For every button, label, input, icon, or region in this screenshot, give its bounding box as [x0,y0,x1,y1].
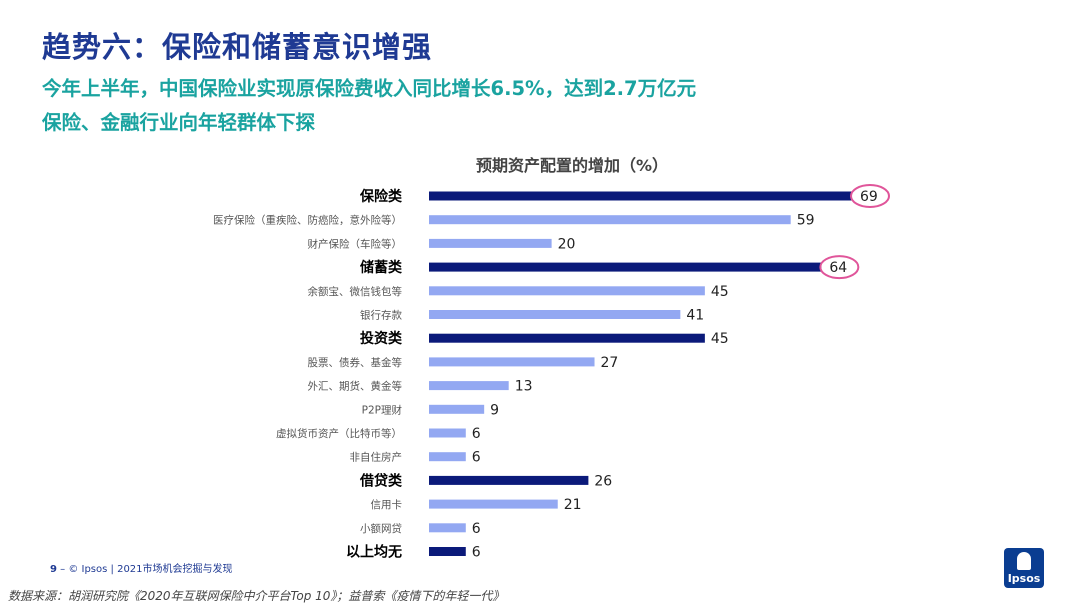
ipsos-logo-mark-icon [1017,552,1031,570]
value-label: 6 [472,545,481,561]
category-label: 余额宝、微信钱包等 [308,285,403,298]
category-label: 信用卡 [371,498,403,511]
category-label: 医疗保险（重疾险、防癌险，意外险等） [213,214,402,227]
value-label: 27 [601,355,619,371]
value-label: 21 [564,497,582,513]
ipsos-logo-text: Ipsos [1007,572,1041,585]
value-label: 6 [472,450,481,466]
value-label: 13 [515,379,533,395]
highlight-circle [850,184,890,208]
bar [429,499,558,509]
value-label: 59 [797,213,815,229]
bar [429,523,466,533]
category-label: 外汇、期货、黄金等 [308,380,403,393]
bar [429,238,552,248]
footer-text: – © Ipsos | 2021市场机会挖掘与发现 [60,564,233,575]
bar [429,428,466,438]
highlight-circle [819,255,860,280]
value-label: 69 [860,189,878,205]
category-label: 虚拟货币资产（比特币等） [276,427,402,440]
ipsos-logo: Ipsos [1004,548,1044,588]
category-label: 小额网贷 [360,522,402,535]
subtitle-line-2: 保险、金融行业向年轻群体下探 [42,111,316,134]
data-source-note: 数据来源：胡润研究院《2020年互联网保险中介平台Top 10》；益普索《疫情下… [8,589,505,603]
category-label: 储蓄类 [359,259,403,276]
bar [429,404,485,414]
value-label: 26 [594,473,612,489]
page-footer: 9 – © Ipsos | 2021市场机会挖掘与发现 [50,560,233,575]
page-number: 9 [50,564,57,575]
category-label: 非自住房产 [350,451,403,464]
page-title: 趋势六：保险和储蓄意识增强 [42,30,433,64]
value-label: 45 [711,284,729,300]
bar [429,333,705,343]
bar [429,310,681,319]
bar [429,381,509,391]
bar [429,547,466,556]
bar [429,357,595,367]
value-label: 64 [829,260,847,276]
bar [429,475,589,485]
category-label: 投资类 [360,330,403,347]
category-label: 银行存款 [360,309,402,322]
bar [429,191,852,201]
chart-title: 预期资产配置的增加（%） [476,156,668,175]
value-label: 9 [490,402,499,418]
subtitle-line-1: 今年上半年，中国保险业实现原保险费收入同比增长6.5%，达到2.7万亿元 [42,77,697,100]
value-label: 41 [686,308,704,324]
bar [429,215,791,225]
bar [429,286,705,296]
bar [429,262,822,272]
category-label: P2P理财 [362,403,402,416]
value-label: 20 [558,236,576,252]
category-label: 财产保险（车险等） [308,237,403,250]
value-label: 6 [472,521,481,537]
category-label: 以上均无 [346,544,402,561]
category-label: 保险类 [359,188,403,205]
value-label: 6 [472,426,481,442]
bar [429,452,466,462]
value-label: 45 [711,331,729,347]
category-label: 借贷类 [359,472,403,489]
category-label: 股票、债券、基金等 [308,356,403,369]
